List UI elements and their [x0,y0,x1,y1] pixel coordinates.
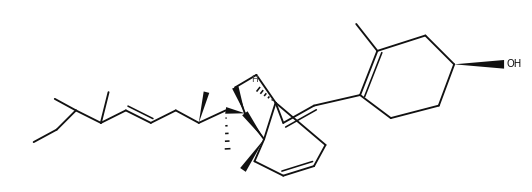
Polygon shape [242,111,264,139]
Text: OH: OH [507,59,522,69]
Polygon shape [240,139,264,172]
Polygon shape [199,91,209,123]
Text: H: H [251,74,258,84]
Polygon shape [232,86,245,113]
Polygon shape [225,107,245,114]
Polygon shape [454,60,504,69]
